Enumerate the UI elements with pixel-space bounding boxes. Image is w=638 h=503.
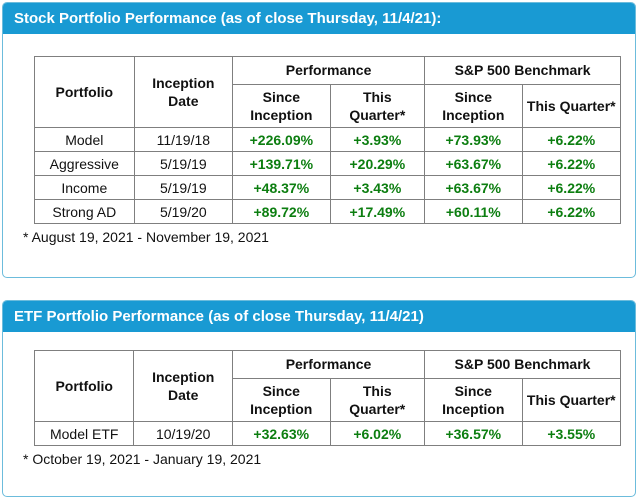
bench-since-inception-cell: +73.93%: [424, 127, 523, 152]
bench-since-inception-cell: +63.67%: [424, 151, 523, 176]
portfolio-column-header: Portfolio: [34, 56, 135, 128]
portfolio-cell: Aggressive: [34, 151, 135, 176]
perf-since-inception-cell: +32.63%: [231, 421, 331, 446]
perf-this-quarter-cell: +17.49%: [329, 199, 426, 224]
section-title: Stock Portfolio Performance (as of close…: [14, 10, 442, 27]
bench-this-quarter-cell: +6.22%: [521, 127, 622, 152]
section-header: Stock Portfolio Performance (as of close…: [3, 3, 635, 34]
bench-since-inception-header: Since Inception: [424, 378, 523, 422]
quarter-date-range-footnote: * August 19, 2021 - November 19, 2021: [23, 229, 269, 245]
perf-since-inception-header: Since Inception: [232, 84, 331, 128]
inception-date-cell: 5/19/19: [133, 175, 234, 200]
bench-this-quarter-cell: +6.22%: [521, 151, 622, 176]
bench-since-inception-cell: +60.11%: [424, 199, 523, 224]
stock-portfolio-section: Stock Portfolio Performance (as of close…: [2, 2, 636, 278]
section-title: ETF Portfolio Performance (as of close T…: [14, 308, 424, 325]
portfolio-cell: Model: [34, 127, 135, 152]
perf-this-quarter-cell: +20.29%: [329, 151, 426, 176]
performance-group-header: Performance: [232, 56, 426, 85]
bench-since-inception-header: Since Inception: [424, 84, 523, 128]
perf-this-quarter-header: This Quarter*: [329, 84, 426, 128]
quarter-date-range-footnote: * October 19, 2021 - January 19, 2021: [23, 451, 262, 467]
bench-since-inception-cell: +63.67%: [424, 175, 523, 200]
perf-since-inception-header: Since Inception: [231, 378, 331, 422]
benchmark-group-header: S&P 500 Benchmark: [424, 56, 621, 85]
inception-date-column-header: Inception Date: [133, 56, 234, 128]
table-subheader-row: Since Inception This Quarter* Since Ince…: [35, 378, 622, 422]
bench-this-quarter-cell: +3.55%: [521, 421, 622, 446]
table-row: Model 11/19/18 +226.09% +3.93% +73.93% +6.22%: [34, 127, 622, 152]
table-row: Aggressive 5/19/19 +139.71% +20.29% +63.67% +…: [34, 151, 622, 176]
perf-this-quarter-header: This Quarter*: [329, 378, 426, 422]
bench-since-inception-cell: +36.57%: [424, 421, 523, 446]
inception-date-cell: 10/19/20: [133, 421, 233, 446]
perf-this-quarter-cell: +3.43%: [329, 175, 426, 200]
section-body: Portfolio Inception Date Performance S&P…: [3, 34, 635, 277]
inception-date-column-header: Inception Date: [133, 350, 233, 422]
inception-date-cell: 5/19/19: [133, 151, 234, 176]
portfolio-cell: Model ETF: [33, 421, 135, 446]
inception-date-cell: 11/19/18: [133, 127, 234, 152]
bench-this-quarter-header: This Quarter*: [521, 378, 622, 422]
bench-this-quarter-cell: +6.22%: [521, 175, 622, 200]
table-header-row: Portfolio Inception Date Performance S&P…: [33, 350, 621, 422]
perf-since-inception-cell: +139.71%: [232, 151, 331, 176]
table-row: Income 5/19/19 +48.37% +3.43% +63.67% +6.22%: [34, 175, 622, 200]
benchmark-group-header: S&P 500 Benchmark: [424, 350, 621, 379]
bench-this-quarter-header: This Quarter*: [521, 84, 622, 128]
inception-date-cell: 5/19/20: [133, 199, 234, 224]
table-header-row: Portfolio Inception Date Performance S&P…: [34, 56, 621, 128]
table-row: Strong AD 5/19/20 +89.72% +17.49% +60.11% +6.…: [34, 199, 622, 224]
portfolio-column-header: Portfolio: [33, 350, 135, 422]
section-body: Portfolio Inception Date Performance S&P…: [3, 332, 635, 496]
etf-portfolio-section: ETF Portfolio Performance (as of close T…: [2, 300, 636, 497]
perf-since-inception-cell: +226.09%: [232, 127, 331, 152]
table-row: Model ETF 10/19/20 +32.63% +6.02% +36.57% +3.…: [33, 421, 622, 446]
perf-this-quarter-cell: +3.93%: [329, 127, 426, 152]
portfolio-cell: Income: [34, 175, 135, 200]
section-header: ETF Portfolio Performance (as of close T…: [3, 301, 635, 332]
stock-performance-table: Portfolio Inception Date Performance S&P…: [34, 56, 622, 224]
perf-this-quarter-cell: +6.02%: [329, 421, 426, 446]
table-subheader-row: Since Inception This Quarter* Since Ince…: [35, 84, 622, 128]
bench-this-quarter-cell: +6.22%: [521, 199, 622, 224]
performance-group-header: Performance: [231, 350, 426, 379]
portfolio-cell: Strong AD: [34, 199, 135, 224]
perf-since-inception-cell: +89.72%: [232, 199, 331, 224]
perf-since-inception-cell: +48.37%: [232, 175, 331, 200]
etf-performance-table: Portfolio Inception Date Performance S&P…: [33, 350, 622, 446]
